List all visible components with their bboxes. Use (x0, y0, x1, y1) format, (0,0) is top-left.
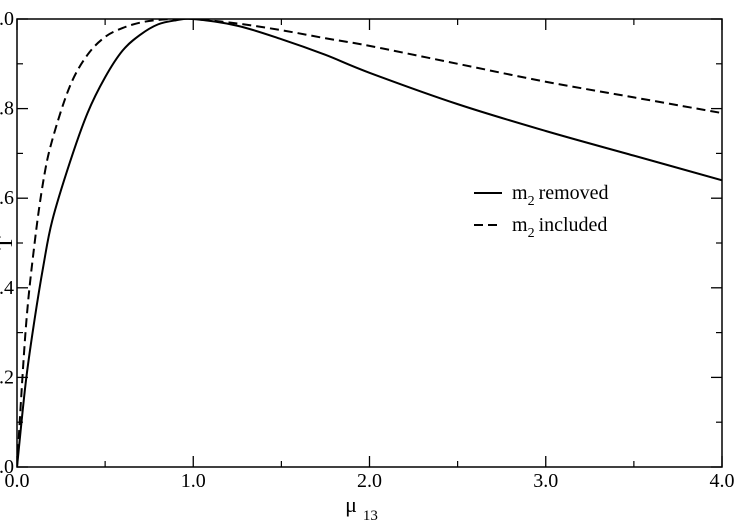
y-tick-label: 0.4 (0, 277, 14, 299)
legend-label-removed: m2 removed (512, 182, 609, 209)
legend-label-sub: 2 (528, 226, 535, 241)
legend-label-included: m2 included (512, 214, 607, 241)
series-line-m2-included (17, 19, 722, 467)
x-axis-label-main: μ (345, 492, 357, 517)
x-axis-label-sub: 13 (363, 508, 378, 520)
y-tick-label: 0.6 (0, 187, 14, 209)
legend-label-main: m (512, 182, 528, 204)
legend-label-sub: 2 (528, 194, 535, 209)
x-tick-label: 1.0 (181, 470, 206, 492)
x-tick-label: 3.0 (533, 470, 558, 492)
label-layer: 0.0 1.0 2.0 3.0 4.0 0.0 0.2 0.4 0.6 0.8 1.0 μ 13 T (0, 8, 735, 520)
legend-label-rest: included (539, 214, 608, 236)
y-tick-label: 0.0 (0, 456, 14, 478)
series-line-m2-removed (17, 19, 722, 467)
series-layer (17, 19, 722, 467)
x-tick-label: 2.0 (357, 470, 382, 492)
legend-label-main: m (512, 214, 528, 236)
y-tick-label: 1.0 (0, 8, 14, 30)
x-axis-label: μ 13 (345, 492, 378, 520)
x-tick-label: 4.0 (710, 470, 735, 492)
y-axis-label: T (0, 236, 17, 250)
x-tick-label: 0.0 (5, 470, 30, 492)
axis-layer (16, 18, 723, 468)
legend-label-rest: removed (539, 182, 609, 204)
y-tick-label: 0.8 (0, 98, 14, 120)
y-tick-label: 0.2 (0, 366, 14, 388)
plot-frame (16, 18, 723, 468)
